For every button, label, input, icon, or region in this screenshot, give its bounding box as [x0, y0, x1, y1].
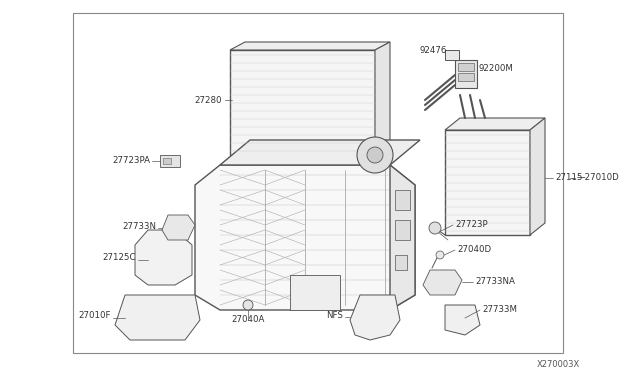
- Text: 92200M: 92200M: [479, 64, 514, 73]
- Polygon shape: [220, 140, 420, 165]
- Text: 27115: 27115: [555, 173, 582, 182]
- Text: 27733M: 27733M: [482, 305, 517, 314]
- Polygon shape: [445, 118, 545, 130]
- Text: 27723PA: 27723PA: [112, 155, 150, 164]
- Text: —27010D: —27010D: [577, 173, 620, 182]
- Circle shape: [243, 300, 253, 310]
- Text: X270003X: X270003X: [537, 360, 580, 369]
- Text: 27010F: 27010F: [79, 311, 111, 321]
- Polygon shape: [530, 118, 545, 235]
- Text: 27733N: 27733N: [122, 221, 156, 231]
- Polygon shape: [230, 42, 390, 50]
- Bar: [395, 220, 410, 240]
- Bar: [73, 13, 563, 353]
- Polygon shape: [115, 295, 200, 340]
- Bar: [290, 275, 340, 310]
- Circle shape: [436, 251, 444, 259]
- Text: NFS: NFS: [326, 311, 343, 321]
- Bar: [458, 73, 474, 81]
- Bar: [445, 50, 459, 60]
- Polygon shape: [423, 270, 462, 295]
- Polygon shape: [445, 305, 480, 335]
- Polygon shape: [230, 50, 375, 155]
- Polygon shape: [445, 130, 530, 235]
- Bar: [395, 255, 407, 270]
- Polygon shape: [195, 165, 415, 310]
- Circle shape: [357, 137, 393, 173]
- Text: 27733NA: 27733NA: [475, 276, 515, 285]
- Bar: [458, 63, 474, 71]
- Bar: [395, 190, 410, 210]
- Polygon shape: [375, 42, 390, 155]
- Text: 27280: 27280: [195, 96, 222, 105]
- Text: 27040A: 27040A: [231, 315, 265, 324]
- Text: 92476: 92476: [420, 45, 447, 55]
- Bar: [163, 158, 171, 164]
- Bar: [160, 155, 180, 167]
- Polygon shape: [135, 230, 192, 285]
- Bar: [455, 60, 477, 88]
- Circle shape: [429, 222, 441, 234]
- Text: 27723P: 27723P: [455, 219, 488, 228]
- Polygon shape: [390, 165, 415, 310]
- Circle shape: [367, 147, 383, 163]
- Polygon shape: [162, 215, 195, 240]
- Text: 27125C: 27125C: [102, 253, 136, 263]
- Text: 27040D: 27040D: [457, 244, 491, 253]
- Polygon shape: [350, 295, 400, 340]
